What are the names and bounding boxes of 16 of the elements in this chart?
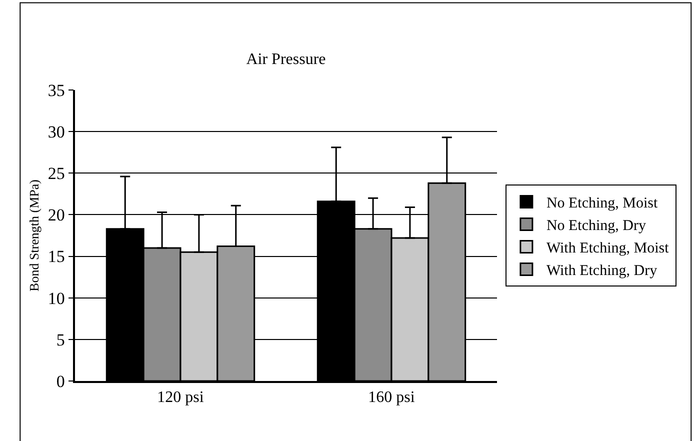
legend-label: No Etching, Moist <box>546 196 659 212</box>
y-tick-label: 0 <box>56 372 65 391</box>
legend-label: No Etching, Dry <box>546 218 647 234</box>
y-tick-label: 25 <box>48 164 65 184</box>
y-tick-label: 20 <box>48 206 65 225</box>
legend-label: With Etching, Moist <box>546 240 670 257</box>
y-tick-label: 5 <box>56 330 65 350</box>
y-tick-label: 30 <box>48 122 65 142</box>
x-tick-label: 120 psi <box>157 388 204 406</box>
y-tick-label: 15 <box>48 247 65 266</box>
y-tick-label: 35 <box>48 80 65 100</box>
x-tick-label: 160 psi <box>368 388 416 406</box>
y-tick-label: 10 <box>48 288 65 308</box>
y-axis-title: Bond Strength (MPa) <box>26 180 42 292</box>
legend-label: With Etching, Dry <box>546 263 658 280</box>
chart-title: Air Pressure <box>246 51 326 68</box>
